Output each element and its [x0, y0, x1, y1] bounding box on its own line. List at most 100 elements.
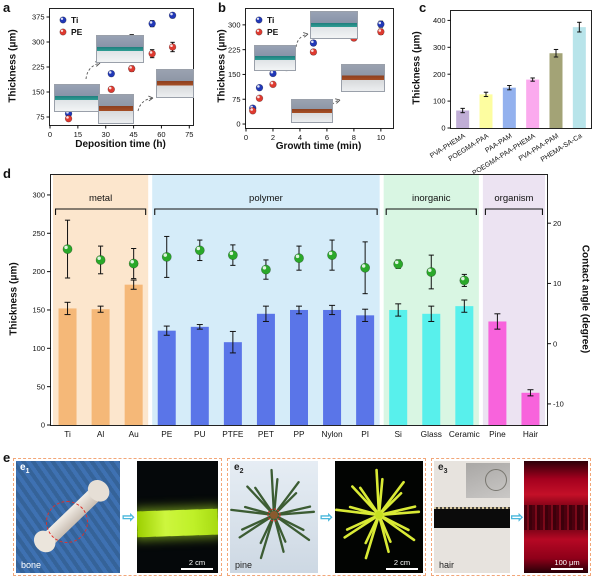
svg-text:30: 30	[102, 130, 110, 139]
series-PE	[64, 41, 177, 123]
category-label: PTFE	[222, 429, 244, 439]
svg-text:60: 60	[157, 130, 165, 139]
group-bracket	[484, 208, 544, 215]
sphere-marker	[128, 258, 139, 269]
svg-text:200: 200	[32, 267, 45, 276]
group-bracket	[385, 208, 477, 215]
bone-fluorescence-photo: 2 cm	[137, 461, 218, 573]
svg-text:0: 0	[48, 130, 52, 139]
sphere-marker	[360, 262, 371, 273]
svg-text:2: 2	[271, 133, 275, 142]
sphere-marker	[309, 39, 318, 47]
panel-b-x-axis-label: Growth time (min)	[275, 141, 362, 152]
bar-POEGMA-PAA	[479, 94, 493, 128]
sphere-marker	[294, 253, 304, 264]
category-label: Nylon	[321, 429, 343, 439]
panel-c-y-axis-label: Thickness (μm)	[411, 31, 423, 105]
svg-text:250: 250	[32, 229, 45, 238]
sphere-marker	[377, 28, 385, 36]
hair-strand-image	[434, 509, 510, 529]
sphere-marker	[426, 267, 437, 277]
coating-micrograph-inset	[98, 94, 134, 124]
svg-text:4: 4	[298, 133, 302, 142]
panel-d-label: d	[3, 166, 11, 181]
group-label: polymer	[249, 193, 283, 204]
coating-micrograph-inset	[156, 69, 194, 98]
bar-Ceramic	[455, 306, 474, 425]
panel-a: a Thickness (μm) 0 15 30 45 60 75 75 150 225 300 3…	[0, 0, 212, 163]
specimen-name: pine	[235, 560, 253, 570]
svg-text:300: 300	[32, 191, 45, 200]
panel-b-plot: 0 2 4 6 8 10 0 75 150 225 300 Ti PE	[228, 8, 394, 142]
svg-text:10: 10	[377, 133, 385, 142]
panel-d-left-axis-label: Thickness (μm)	[8, 262, 20, 336]
pine-fluorescence-photo: 2 cm	[335, 461, 423, 573]
sphere-marker	[327, 250, 337, 261]
coating-micrograph-inset	[341, 64, 385, 92]
sphere-marker	[59, 28, 67, 36]
svg-text:0: 0	[236, 120, 240, 129]
sphere-marker	[459, 275, 470, 286]
specimen-name: bone	[21, 560, 42, 570]
sphere-marker	[62, 244, 73, 254]
sphere-marker	[377, 20, 385, 28]
sphere-marker	[255, 94, 264, 102]
bar-PVA-PAA-PAM	[549, 53, 563, 128]
panel-c-plot: 0 100 200 300 400 PVA-PHEMA POEGMA-PAA PAA-PAM P…	[429, 10, 592, 177]
svg-text:100: 100	[32, 344, 45, 353]
category-label: PET	[258, 429, 274, 439]
arrow-right-icon: ⇨	[122, 509, 135, 526]
svg-text:0: 0	[441, 124, 445, 133]
group-bracket	[154, 208, 378, 215]
bar-PAA-PAM	[502, 87, 516, 128]
bar-PET	[256, 313, 275, 425]
sphere-marker	[95, 255, 106, 265]
coating-micrograph-inset	[54, 84, 100, 112]
scale-bar: 100 μm	[551, 558, 583, 570]
svg-text:0: 0	[244, 133, 248, 142]
panel-a-y-axis-label: Thickness (μm)	[7, 29, 19, 103]
bar-Ti	[58, 308, 77, 425]
category-label: Glass	[421, 429, 442, 439]
panel-d-right-axis-label: Contact angle (degree)	[579, 244, 591, 354]
svg-text:50: 50	[37, 382, 45, 391]
group-label: inorganic	[412, 193, 451, 204]
sphere-marker	[148, 19, 156, 28]
svg-text:100: 100	[433, 97, 446, 106]
svg-text:75: 75	[232, 95, 240, 104]
sphere-marker	[107, 85, 115, 94]
sphere-marker	[261, 264, 271, 275]
panel-d-plot: metal polymer inorganic organism Ti Al Au PE PU P…	[32, 174, 564, 439]
legend-label: PE	[71, 27, 83, 37]
hair-fluorescence-photo: 100 μm	[524, 461, 588, 573]
dashed-arrow-icon	[85, 62, 101, 80]
sphere-marker	[128, 64, 136, 73]
sphere-marker	[194, 245, 205, 256]
panel-a-x-axis-label: Deposition time (h)	[75, 139, 166, 150]
subpanel-e3-label: e3	[438, 462, 448, 475]
legend-label: PE	[267, 27, 279, 37]
sphere-marker	[168, 43, 177, 51]
svg-text:150: 150	[32, 88, 45, 97]
subpanel-e1-label: e1	[20, 462, 30, 475]
category-label: PHEMA-SA-Ca	[540, 133, 584, 164]
panel-c-label: c	[419, 0, 427, 15]
panel-d: d Thickness (μm) Contact angle (degree) …	[0, 163, 600, 452]
scale-bar: 2 cm	[181, 558, 213, 570]
svg-text:10: 10	[553, 279, 561, 288]
bar-PU	[190, 326, 209, 425]
sphere-marker	[255, 83, 264, 92]
arrow-right-icon: ⇨	[320, 509, 333, 526]
category-label: PI	[361, 429, 369, 439]
specimen-box-pine: e2 pine ⇨ 2 cm	[227, 458, 426, 576]
group-label: organism	[494, 193, 533, 204]
svg-text:75: 75	[36, 113, 44, 122]
sphere-marker	[59, 16, 67, 24]
category-label: Al	[97, 429, 105, 439]
bar-PP	[290, 309, 308, 425]
scale-bar: 2 cm	[386, 558, 418, 570]
svg-text:225: 225	[228, 45, 241, 54]
bone-photo: e1 bone	[16, 461, 120, 573]
specimen-box-hair: e3 hair ⇨ 100 μm	[431, 458, 591, 576]
sphere-marker	[168, 11, 177, 20]
